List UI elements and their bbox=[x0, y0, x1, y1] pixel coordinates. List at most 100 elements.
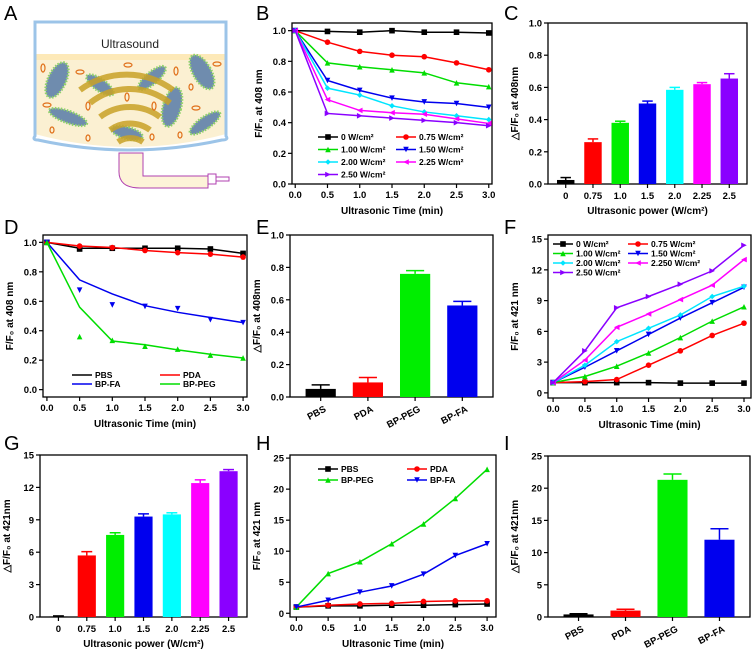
y-tick-label: 1.0 bbox=[273, 26, 286, 37]
data-point bbox=[645, 311, 652, 317]
series-bp-fa bbox=[293, 540, 490, 610]
x-tick-label: 1.5 bbox=[642, 404, 656, 415]
x-tick-label: 2.5 bbox=[222, 624, 236, 635]
y-tick-label: 12 bbox=[531, 265, 542, 276]
data-point bbox=[741, 320, 747, 326]
data-point bbox=[709, 268, 715, 274]
x-tick-label: 0.5 bbox=[73, 403, 87, 414]
data-point bbox=[240, 319, 246, 326]
legend-item: 0 W/cm² bbox=[318, 132, 374, 142]
x-tick-label: 0.0 bbox=[40, 403, 53, 414]
data-point bbox=[613, 348, 620, 354]
legend-marker bbox=[403, 146, 409, 153]
series-bp-peg bbox=[44, 239, 246, 361]
y-axis-label: △F/F₀ at 421nm bbox=[510, 500, 521, 574]
series-line bbox=[46, 242, 244, 359]
y-tick-label: 0.6 bbox=[273, 88, 286, 99]
x-tick-label: 2.5 bbox=[449, 623, 463, 634]
data-point bbox=[240, 250, 246, 257]
series-line bbox=[294, 30, 489, 125]
legend-item: 2.50 W/cm² bbox=[318, 170, 386, 180]
data-point bbox=[741, 303, 747, 310]
y-tick-label: 1.0 bbox=[271, 231, 284, 242]
x-tick-label: 2.25 bbox=[191, 624, 210, 635]
data-point bbox=[484, 466, 490, 473]
data-point bbox=[389, 66, 395, 73]
y-axis-label: △F/F₀ at 408nm bbox=[510, 67, 521, 141]
bar-0-75 bbox=[77, 555, 96, 617]
series-2-00-w-cm- bbox=[292, 27, 492, 123]
legend-marker bbox=[325, 134, 331, 140]
y-axis-label: △F/F₀ at 408nm bbox=[252, 279, 263, 353]
y-tick-label: 3 bbox=[29, 580, 34, 591]
data-point bbox=[76, 333, 83, 340]
data-point bbox=[613, 379, 620, 386]
legend-marker bbox=[403, 159, 409, 165]
x-tick-label: 1.5 bbox=[385, 623, 399, 634]
data-point bbox=[389, 95, 395, 101]
data-point bbox=[484, 601, 490, 607]
data-point bbox=[645, 325, 652, 332]
legend-label: 0.75 W/cm² bbox=[651, 239, 696, 249]
data-point bbox=[356, 29, 363, 35]
data-point bbox=[421, 99, 428, 105]
data-point bbox=[388, 540, 395, 547]
legend-label: 1.00 W/cm² bbox=[341, 145, 386, 155]
data-point bbox=[485, 104, 492, 111]
legend-marker bbox=[635, 250, 641, 257]
legend-label: 2.25 W/cm² bbox=[419, 157, 464, 167]
data-point bbox=[324, 39, 331, 45]
series-line bbox=[294, 30, 489, 88]
legend-item: 0.75 W/cm² bbox=[628, 239, 696, 249]
x-tick-label: 3.0 bbox=[482, 190, 495, 201]
legend-marker bbox=[403, 134, 409, 140]
legend-label: 0 W/cm² bbox=[341, 132, 374, 142]
legend-item: BP-FA bbox=[72, 379, 121, 389]
data-point bbox=[677, 312, 684, 318]
y-tick-label: 15 bbox=[531, 235, 542, 246]
legend-item: 0 W/cm² bbox=[553, 239, 609, 249]
data-point bbox=[420, 521, 427, 527]
chart-e: 0.0 0.2 0.4 0.6 0.8 1.0 △F/F₀ at 408nm PBS PDA BP… bbox=[252, 231, 494, 431]
plot-frame bbox=[289, 234, 494, 398]
legend-label: PDA bbox=[183, 370, 201, 380]
legend-label: BP-PEG bbox=[183, 379, 216, 389]
bar-bp-fa bbox=[704, 539, 735, 617]
x-tick-label: 2.5 bbox=[723, 191, 737, 202]
data-point bbox=[613, 376, 620, 383]
data-point bbox=[207, 251, 214, 257]
x-tick-label: 2.5 bbox=[450, 190, 464, 201]
data-point bbox=[76, 287, 83, 294]
x-tick-label: 0.5 bbox=[321, 190, 335, 201]
y-tick-label: 0 bbox=[29, 613, 34, 624]
data-point bbox=[389, 115, 395, 121]
panel-label-a: A bbox=[4, 3, 18, 25]
data-point bbox=[240, 254, 246, 260]
data-point bbox=[421, 109, 428, 115]
data-point bbox=[677, 348, 684, 354]
bar-1-5 bbox=[134, 516, 153, 617]
bar-2-5 bbox=[219, 471, 238, 617]
data-point bbox=[356, 63, 363, 70]
series-line bbox=[552, 306, 745, 384]
data-point bbox=[582, 362, 588, 368]
y-axis-label: △F/F₀ at 421nm bbox=[2, 499, 13, 573]
data-point bbox=[453, 29, 460, 35]
y-tick-label: 0.6 bbox=[271, 295, 284, 306]
data-point bbox=[645, 350, 652, 356]
data-point bbox=[325, 570, 331, 577]
data-point bbox=[325, 602, 331, 609]
x-tick-label: 1.5 bbox=[641, 191, 655, 202]
bar-0-75 bbox=[584, 142, 602, 184]
bar-1-0 bbox=[106, 534, 125, 617]
data-point bbox=[485, 116, 492, 123]
data-point bbox=[645, 379, 652, 386]
data-point bbox=[645, 331, 652, 338]
x-axis-label: Ultrasonic Time (min) bbox=[94, 419, 196, 430]
data-point bbox=[420, 571, 427, 577]
x-tick-label: 0.5 bbox=[578, 404, 592, 415]
y-tick-label: 6 bbox=[29, 548, 34, 559]
data-point bbox=[420, 602, 427, 609]
panel-label-c: C bbox=[504, 3, 518, 25]
data-point bbox=[142, 247, 148, 254]
